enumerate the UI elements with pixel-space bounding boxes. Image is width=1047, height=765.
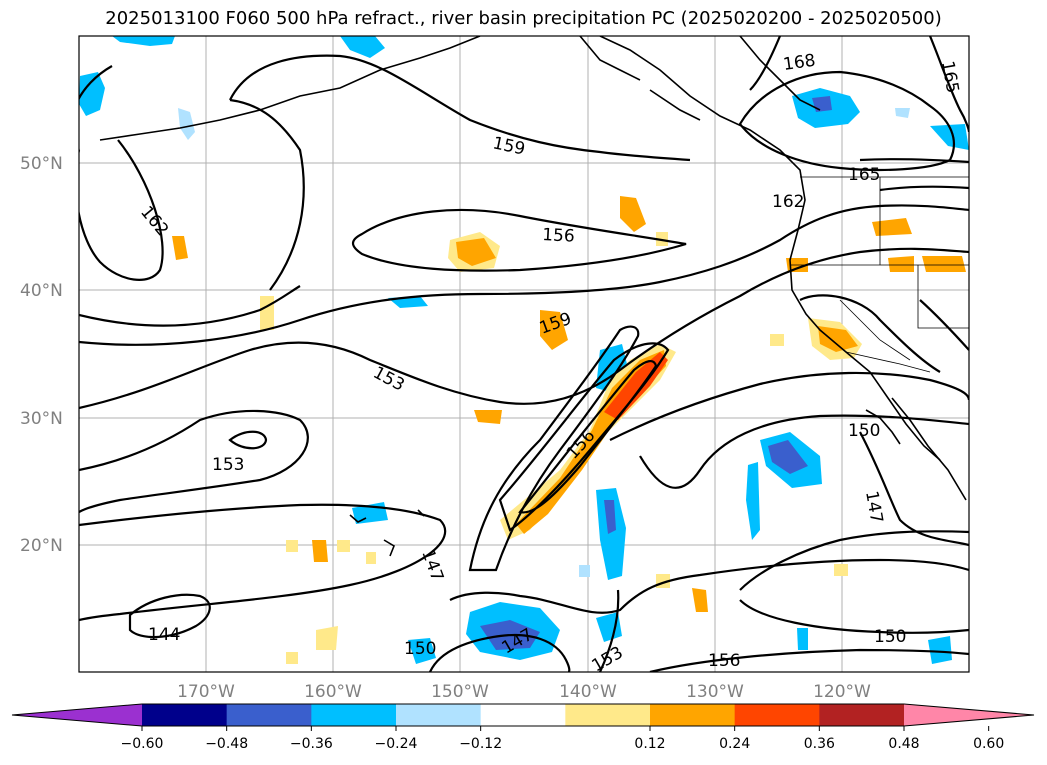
contour-label: 153 bbox=[212, 455, 244, 475]
contour-label: 162 bbox=[772, 192, 804, 212]
contour-label: 156 bbox=[542, 225, 575, 247]
lon-label: 130°W bbox=[686, 682, 744, 702]
map-frame bbox=[78, 35, 970, 673]
political-borders bbox=[790, 176, 969, 373]
colorbar-extend-max bbox=[904, 704, 1034, 726]
colorbar-segment bbox=[396, 704, 482, 726]
refractivity-contours bbox=[79, 36, 969, 672]
contour-labels: 168 165 159 162 165 156 162 159 153 153 … bbox=[136, 51, 962, 672]
colorbar-tick-label: −0.48 bbox=[205, 736, 248, 752]
colorbar-tick-label: 0.12 bbox=[634, 736, 665, 752]
lon-label: 120°W bbox=[813, 682, 871, 702]
lon-label: 140°W bbox=[559, 682, 617, 702]
longitude-labels: 170°W 160°W 150°W 140°W 130°W 120°W bbox=[177, 682, 871, 702]
colorbar-tick-label: 0.36 bbox=[804, 736, 835, 752]
colorbar-tick-label: 0.60 bbox=[973, 736, 1004, 752]
lon-label: 150°W bbox=[431, 682, 489, 702]
colorbar: −0.60 −0.48 −0.36 −0.24 −0.12 0.12 0.24 0.36 0.4… bbox=[11, 703, 1035, 752]
latitude-labels: 50°N 40°N 30°N 20°N bbox=[20, 154, 63, 556]
chart-title: 2025013100 F060 500 hPa refract., river … bbox=[105, 8, 942, 29]
colorbar-tick-label: −0.24 bbox=[375, 736, 418, 752]
lat-label: 40°N bbox=[20, 281, 63, 301]
lat-label: 20°N bbox=[20, 536, 63, 556]
colorbar-segment bbox=[819, 704, 905, 726]
contour-label: 144 bbox=[148, 625, 180, 645]
precip-pc-fill bbox=[79, 36, 969, 664]
colorbar-tick-label: 0.24 bbox=[719, 736, 750, 752]
colorbar-segment bbox=[142, 704, 228, 726]
contour-label: 150 bbox=[404, 639, 436, 659]
lat-label: 50°N bbox=[20, 154, 63, 174]
contour-label: 150 bbox=[848, 421, 880, 441]
colorbar-tick-label: −0.60 bbox=[121, 736, 164, 752]
contour-label: 156 bbox=[708, 651, 740, 671]
colorbar-tick-label: 0.48 bbox=[888, 736, 919, 752]
colorbar-segment bbox=[734, 704, 820, 726]
colorbar-extend-min bbox=[12, 704, 142, 726]
map-area bbox=[79, 36, 969, 672]
lat-label: 30°N bbox=[20, 409, 63, 429]
colorbar-segment bbox=[565, 704, 651, 726]
colorbar-tick-label: −0.36 bbox=[290, 736, 333, 752]
contour-label: 150 bbox=[874, 627, 906, 647]
contour-label: 168 bbox=[782, 51, 817, 75]
colorbar-tick-label: −0.12 bbox=[459, 736, 502, 752]
colorbar-segment bbox=[480, 704, 566, 726]
colorbar-segment bbox=[650, 704, 736, 726]
colorbar-segment bbox=[226, 704, 312, 726]
lon-label: 170°W bbox=[177, 682, 235, 702]
coastlines bbox=[99, 36, 967, 557]
lon-label: 160°W bbox=[304, 682, 362, 702]
colorbar-segment bbox=[311, 704, 397, 726]
contour-label: 165 bbox=[848, 165, 880, 185]
